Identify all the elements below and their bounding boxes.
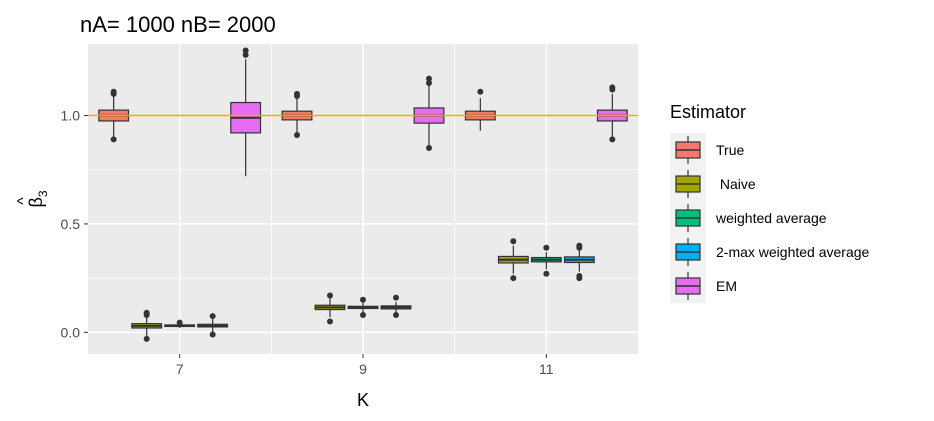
box-outlier <box>393 294 399 301</box>
box-outlier <box>143 309 150 316</box>
box-outlier <box>609 84 616 91</box>
x-axis-title: K <box>357 390 369 410</box>
x-tick-label: 7 <box>176 361 184 377</box>
box-outlier <box>576 242 583 249</box>
box-outlier <box>360 296 366 303</box>
box-2-max-weighted-average-k9 <box>380 294 412 318</box>
x-tick-label: 9 <box>359 361 367 377</box>
box-outlier <box>477 88 484 95</box>
y-axis-title-hat: ^ <box>15 197 32 205</box>
box-outlier <box>426 75 432 82</box>
box-outlier <box>510 238 517 245</box>
svg-text:β3: β3 <box>26 190 50 207</box>
box-outlier <box>294 90 300 97</box>
x-axis: 7 9 11 <box>176 354 554 377</box>
box-2-max-weighted-average-k7 <box>197 313 229 338</box>
legend-item-naive: Naive <box>670 167 756 201</box>
box-em-k7 <box>230 47 262 177</box>
box-outlier <box>543 244 550 251</box>
legend-item-em: EM <box>670 269 737 303</box>
legend-label: 2-max weighted average <box>716 244 870 260</box>
box-outlier <box>609 136 616 143</box>
box-outlier <box>242 51 249 58</box>
y-tick-label: 0.5 <box>61 216 81 232</box>
box-weighted-average-k7 <box>164 319 196 328</box>
box-outlier <box>209 313 216 320</box>
box-outlier <box>360 311 366 318</box>
box-outlier <box>393 311 399 318</box>
y-axis-title-subscript: 3 <box>36 190 50 197</box>
box-outlier <box>327 318 333 325</box>
legend: Estimator True Naive weighted average 2-ma… <box>670 102 870 303</box>
box-outlier <box>426 145 432 152</box>
box-outlier <box>209 331 216 338</box>
box-weighted-average-k9 <box>347 296 379 318</box>
box-outlier <box>110 136 117 143</box>
box-outlier <box>510 275 517 282</box>
legend-label: weighted average <box>715 210 827 226</box>
box-2-max-weighted-average-k11 <box>563 242 595 282</box>
chart-title: nA= 1000 nB= 2000 <box>80 12 276 37</box>
box-outlier <box>294 132 300 139</box>
box-naive-k7 <box>131 309 163 342</box>
box-naive-k9 <box>314 292 346 325</box>
box-outlier <box>176 319 183 326</box>
legend-title: Estimator <box>670 102 746 122</box>
box-outlier <box>426 80 432 87</box>
y-axis: 0.0 0.5 1.0 <box>61 108 88 340</box>
y-tick-label: 1.0 <box>61 108 81 124</box>
y-tick-label: 0.0 <box>61 324 81 340</box>
legend-label: True <box>716 142 744 158</box>
box-outlier <box>143 335 150 342</box>
box-outlier <box>242 47 249 54</box>
x-tick-label: 11 <box>539 361 554 377</box>
y-axis-title-base: β <box>26 197 46 207</box>
legend-item-true: True <box>670 133 744 167</box>
legend-item-2-max-weighted-average: 2-max weighted average <box>670 235 870 269</box>
legend-item-weighted-average: weighted average <box>670 201 827 235</box>
box-naive-k11 <box>497 238 529 282</box>
y-axis-title: β3 ^ <box>15 190 50 207</box>
box-outlier <box>110 88 117 95</box>
box-weighted-average-k11 <box>530 244 562 277</box>
box-outlier <box>576 272 583 279</box>
box-outlier <box>327 292 333 299</box>
legend-label: EM <box>716 278 737 294</box>
legend-label: Naive <box>716 176 756 192</box>
box-outlier <box>543 270 550 277</box>
